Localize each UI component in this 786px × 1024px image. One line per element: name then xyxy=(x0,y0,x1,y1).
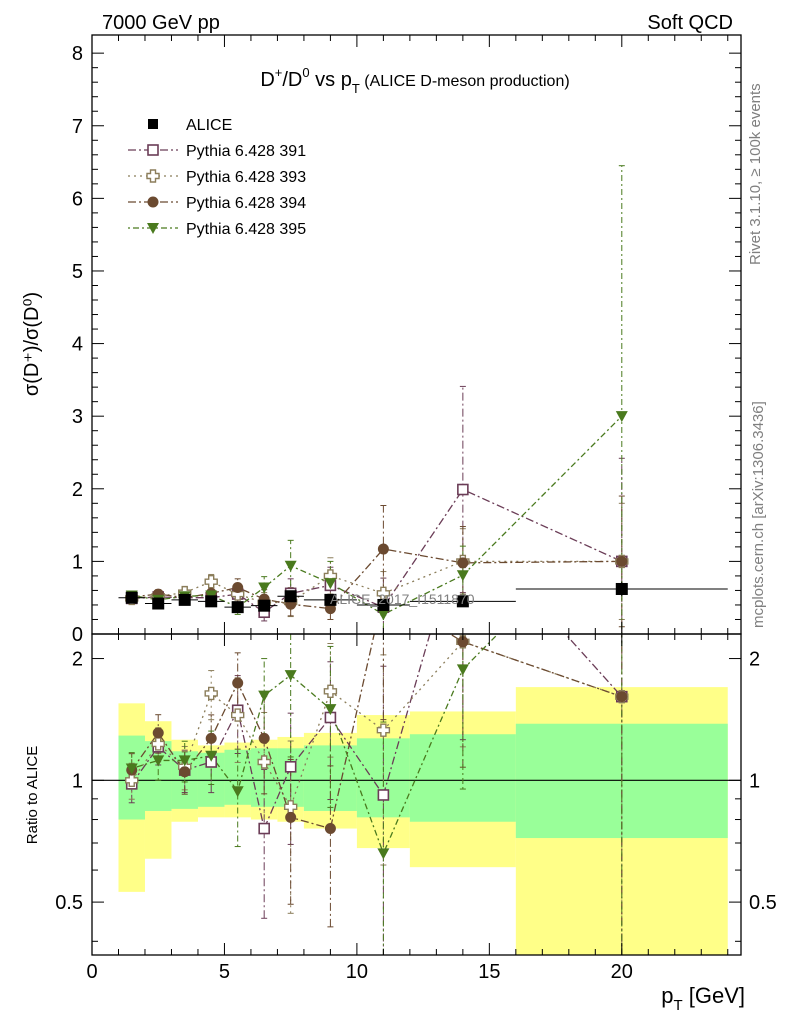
legend-marker xyxy=(147,223,159,234)
series-3-ratio-point xyxy=(179,766,191,778)
data-point xyxy=(377,598,390,611)
series-4-point xyxy=(324,578,337,590)
ratio-axis-label: Ratio to ALICE xyxy=(24,746,41,844)
legend-marker xyxy=(148,119,158,129)
series-1-ratio-point xyxy=(377,789,390,801)
series-3-ratio-point xyxy=(152,727,164,739)
ratio-tick-label-right: 1 xyxy=(749,770,760,792)
series-4-point xyxy=(258,582,271,594)
series-4-point xyxy=(456,570,469,582)
data-point xyxy=(258,599,271,612)
analysis-watermark: ALICE_2017_I1511870 xyxy=(330,591,475,607)
ratio-tick-label-right: 0.5 xyxy=(749,892,777,914)
series-4-ratio-point xyxy=(284,670,297,682)
series-4-ratio-point xyxy=(377,848,390,860)
y-tick-label: 0 xyxy=(72,624,83,646)
legend-label: Pythia 6.428 393 xyxy=(186,169,306,186)
chart-title: D+/D0 vs pT (ALICE D-meson production) xyxy=(260,65,569,96)
series-4-point xyxy=(615,411,628,423)
data-point xyxy=(125,591,138,604)
series-1-ratio-point xyxy=(284,761,297,773)
legend-marker xyxy=(146,169,160,183)
series-2-ratio-point xyxy=(204,686,218,701)
legend-label: Pythia 6.428 394 xyxy=(186,195,306,212)
legend-marker xyxy=(147,144,159,156)
x-tick-label: 0 xyxy=(86,961,97,983)
series-1-ratio-point xyxy=(258,822,270,835)
series-4-point xyxy=(284,560,297,572)
data-point xyxy=(456,595,469,608)
mcplots-label: mcplots.cern.ch [arXiv:1306.3436] xyxy=(750,401,767,628)
data-point xyxy=(284,590,297,603)
series-2-ratio-point xyxy=(230,708,245,722)
y-tick-label: 6 xyxy=(72,188,83,210)
series-4-ratio-point xyxy=(456,664,469,676)
series-2-ratio-point xyxy=(125,773,139,788)
series-3-point xyxy=(377,543,389,555)
series-2-ratio-point xyxy=(376,723,391,737)
series-3-point xyxy=(616,555,628,567)
series-4-ratio-point xyxy=(152,755,165,767)
series-2-ratio-point xyxy=(323,684,338,698)
y-axis-label: σ(D⁺)/σ(D⁰) xyxy=(21,292,43,396)
legend: ALICE Pythia 6.428 391 Pythia 6.428 393 Pyt… xyxy=(128,117,306,238)
series-3-line xyxy=(131,548,622,610)
series-4-ratio-point xyxy=(205,750,218,762)
ratio-frame xyxy=(91,633,742,956)
series-2-ratio-point xyxy=(257,755,271,769)
data-point xyxy=(231,601,244,614)
legend-label: Pythia 6.428 395 xyxy=(186,221,306,238)
legend-label: Pythia 6.428 391 xyxy=(186,143,306,160)
y-tick-label: 2 xyxy=(72,479,83,501)
series-2-ratio-point xyxy=(151,737,165,751)
series-1-line xyxy=(131,488,623,614)
data-point xyxy=(205,595,218,608)
ratio-tick-label-right: 2 xyxy=(749,649,760,671)
series-1-point xyxy=(457,483,469,496)
series-3-ratio-point xyxy=(258,732,270,744)
series-3-ratio-point xyxy=(232,677,244,689)
y-tick-label: 8 xyxy=(72,43,83,65)
ratio-tick-label-left: 2 xyxy=(72,649,83,671)
ratio-tick-label-left: 0.5 xyxy=(55,892,83,914)
x-axis-label: pT [GeV] xyxy=(661,983,745,1014)
header-right: Soft QCD xyxy=(647,12,733,34)
y-tick-label: 3 xyxy=(72,406,83,428)
legend-label: ALICE xyxy=(186,117,232,134)
series-2-point xyxy=(204,575,218,589)
legend-marker xyxy=(147,196,159,208)
data-point xyxy=(178,593,191,606)
series-3-ratio-point xyxy=(324,823,336,835)
series-4-ratio-point xyxy=(258,690,271,702)
series-3-point xyxy=(232,582,244,594)
header-left: 7000 GeV pp xyxy=(102,12,220,34)
y-tick-label: 7 xyxy=(72,116,83,138)
y-tick-label: 5 xyxy=(72,261,83,283)
series-4-ratio-point xyxy=(178,755,191,767)
series-3-point xyxy=(457,557,469,569)
x-tick-label: 20 xyxy=(611,961,633,983)
data-point xyxy=(615,582,628,595)
y-tick-label: 1 xyxy=(72,551,83,573)
x-tick-label: 5 xyxy=(219,961,230,983)
series-4-ratio-point xyxy=(125,763,138,775)
data-point xyxy=(152,597,165,610)
series-1-ratio-line xyxy=(131,634,623,831)
series-4-point xyxy=(377,609,390,621)
y-tick-label: 4 xyxy=(72,334,83,356)
series-3-ratio-point xyxy=(616,691,628,703)
x-tick-label: 15 xyxy=(478,961,500,983)
series-3-ratio-point xyxy=(205,732,217,744)
series-3-ratio-point xyxy=(285,811,297,823)
rivet-label: Rivet 3.1.10, ≥ 100k events xyxy=(747,83,764,265)
x-tick-label: 10 xyxy=(346,961,368,983)
ratio-tick-label-left: 1 xyxy=(72,770,83,792)
series-4-ratio-point xyxy=(324,704,337,716)
data-point xyxy=(324,593,337,606)
series-4-ratio-point xyxy=(231,786,244,798)
series-3-ratio-point xyxy=(457,636,469,648)
